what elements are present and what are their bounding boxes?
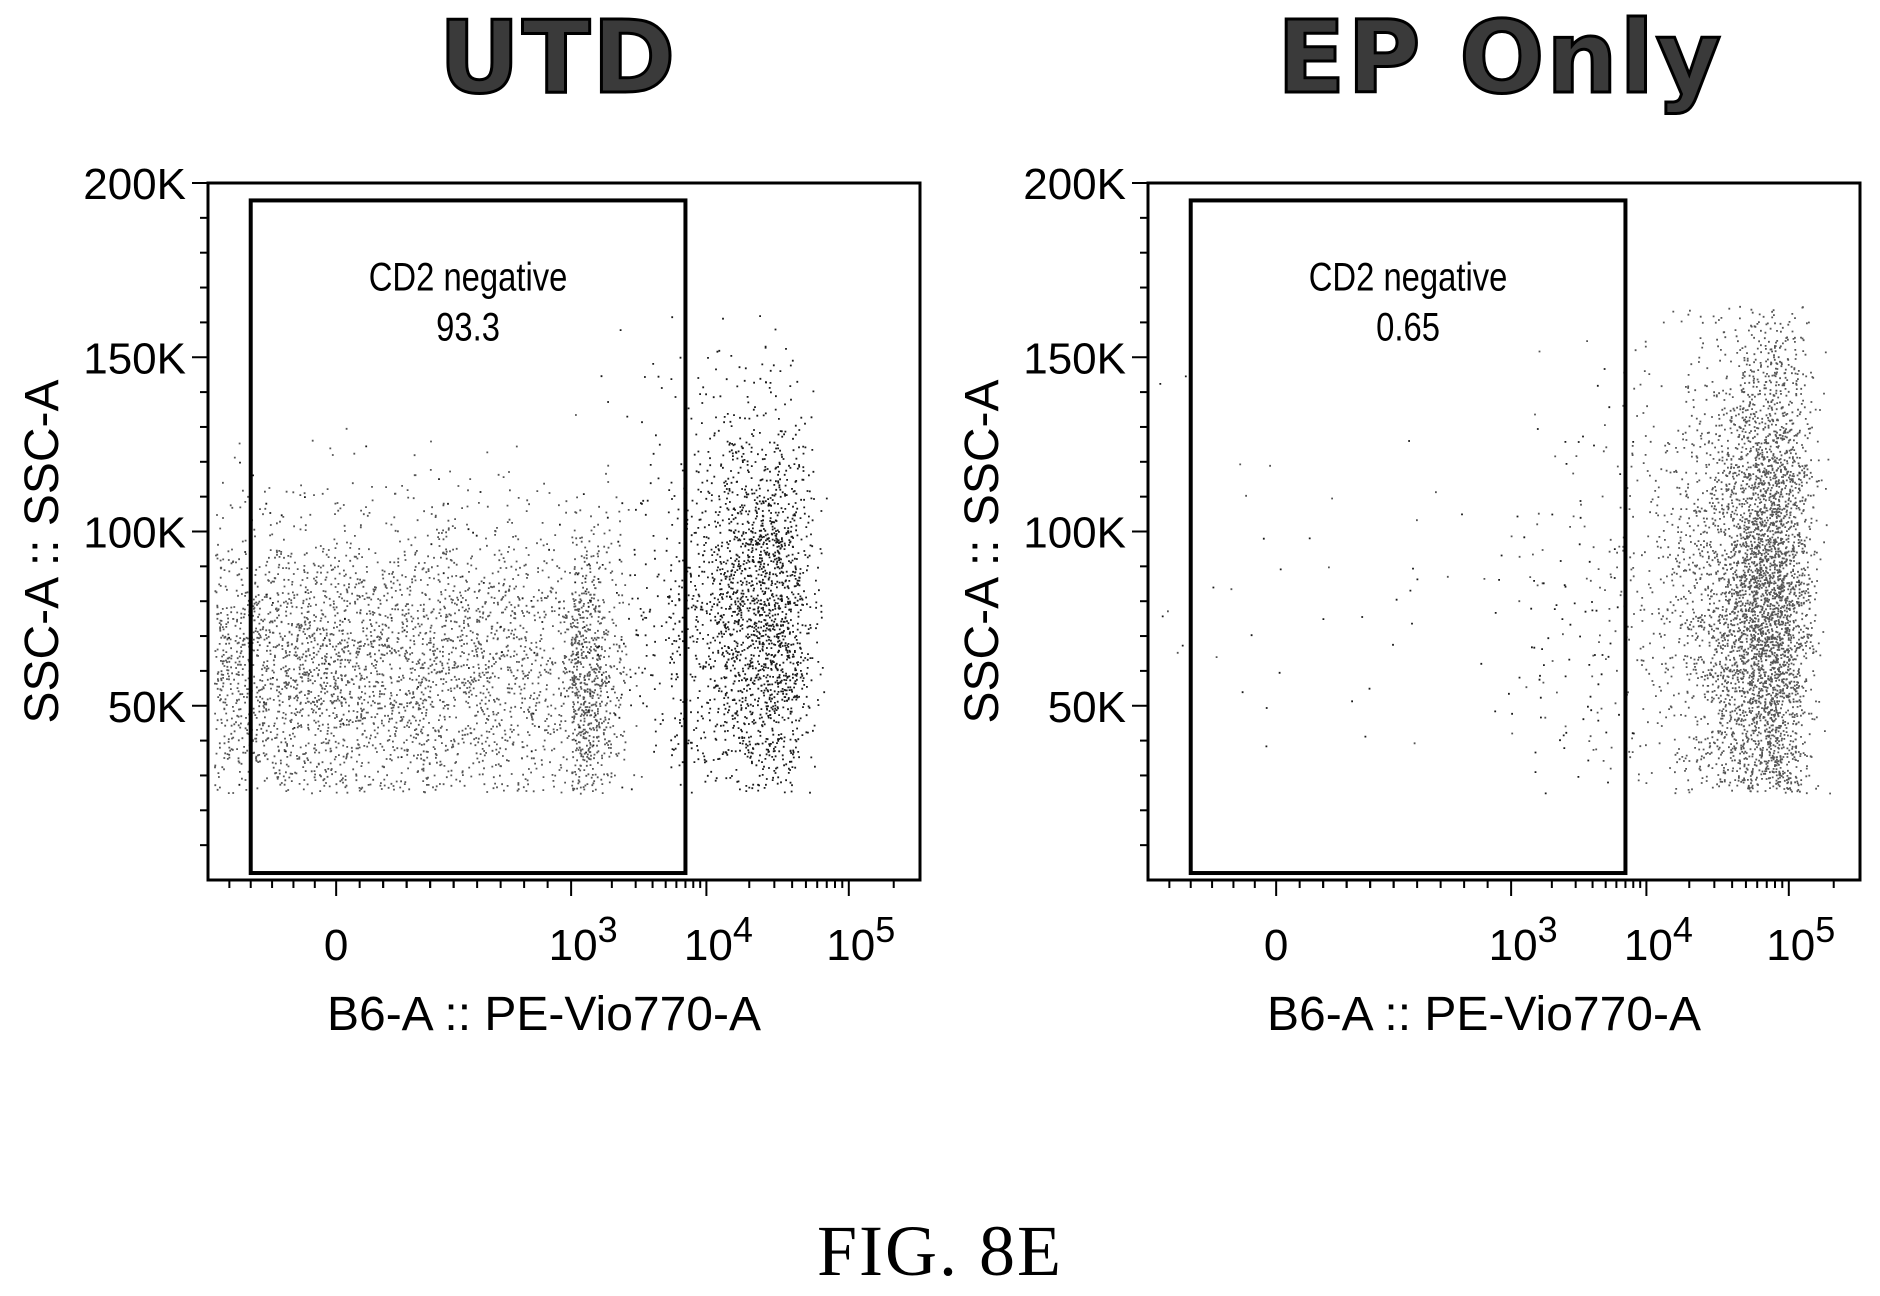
y-tick-label: 50K [108, 683, 186, 732]
y-tick-label: 200K [83, 160, 186, 209]
x-tick-label: 0 [324, 921, 348, 970]
population-1 [1159, 368, 1635, 795]
y-tick-label: 50K [1048, 683, 1126, 732]
gate-name-label: CD2 negative [1309, 254, 1508, 299]
gate-name-label: CD2 negative [369, 254, 568, 299]
figure-caption: FIG. 8E [817, 1211, 1063, 1291]
gate-value-label: 0.65 [1376, 304, 1440, 349]
x-tick-label: 105 [1766, 909, 1835, 970]
y-tick-label: 150K [1023, 334, 1126, 383]
x-axis-label: B6-A :: PE-Vio770-A [1267, 988, 1701, 1041]
x-tick-label: 105 [826, 909, 895, 970]
population-0-points [1167, 305, 1831, 795]
x-tick-label: 103 [549, 909, 618, 970]
x-tick-label: 103 [1489, 909, 1558, 970]
x-tick-label: 104 [1624, 909, 1693, 970]
y-tick-label: 100K [83, 509, 186, 558]
x-tick-label: 0 [1264, 921, 1288, 970]
y-tick-label: 100K [1023, 509, 1126, 558]
population-0 [1167, 305, 1831, 795]
x-tick-label: 104 [684, 909, 753, 970]
plot-title-ep-only: EP Only [1275, 0, 1724, 116]
population-0 [214, 414, 646, 795]
population-1-points [1159, 368, 1635, 795]
event-dots [214, 315, 828, 795]
y-tick-label: 200K [1023, 160, 1126, 209]
gate-rectangle [1188, 198, 1628, 876]
plot-title-utd: UTD [437, 0, 678, 116]
gate-value-label: 93.3 [436, 304, 500, 349]
y-axis-label: SSC-A :: SSC-A [16, 379, 69, 723]
gate-rectangle [248, 198, 688, 876]
x-axis-label: B6-A :: PE-Vio770-A [327, 988, 761, 1041]
event-dots [1159, 305, 1831, 795]
y-tick-label: 150K [83, 334, 186, 383]
y-axis-label: SSC-A :: SSC-A [956, 379, 1009, 723]
population-0-points [214, 414, 646, 795]
